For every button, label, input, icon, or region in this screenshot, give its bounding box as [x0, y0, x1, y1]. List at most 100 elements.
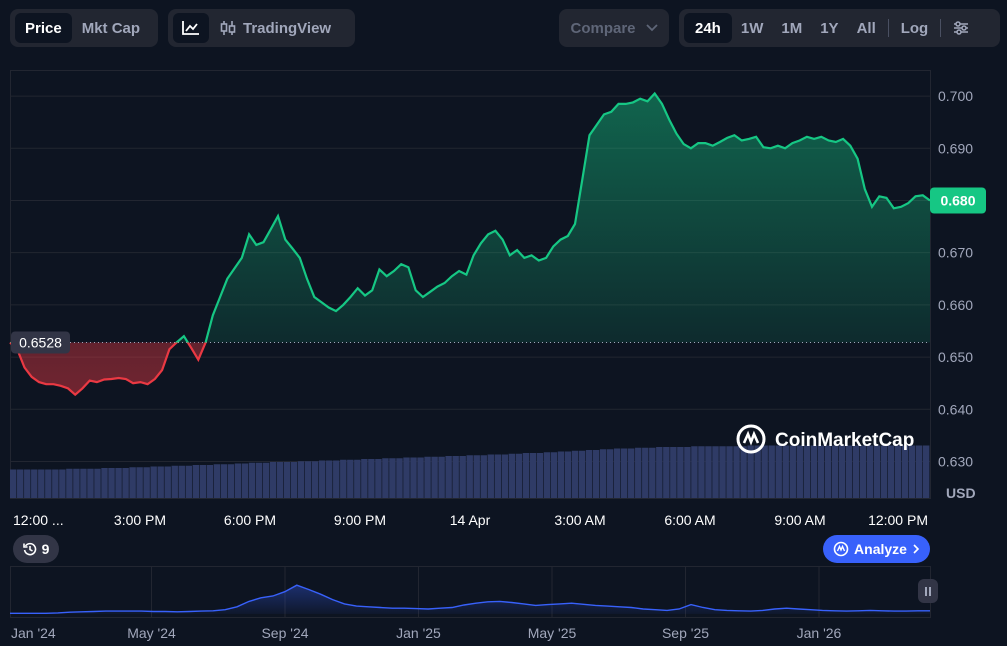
navigator-handle[interactable] [918, 579, 938, 603]
volume-bar [431, 456, 438, 498]
volume-bar [592, 450, 600, 498]
volume-bar [255, 462, 263, 498]
range-all[interactable]: All [856, 19, 876, 37]
y-tick-label: 0.630 [938, 453, 973, 469]
line-chart-button[interactable] [173, 13, 209, 43]
navigator-area [10, 585, 930, 614]
volume-bar [45, 469, 52, 498]
volume-bar [859, 445, 867, 498]
navigator-x-tick-label: Sep '25 [662, 625, 709, 641]
x-tick-label: 6:00 AM [664, 512, 715, 528]
volume-bar [459, 456, 466, 498]
handle-grip [929, 586, 931, 596]
volume-bar [628, 448, 635, 498]
analyze-button[interactable]: Analyze [823, 535, 930, 563]
volume-bar [185, 465, 192, 498]
x-tick-label: 9:00 PM [334, 512, 386, 528]
volume-bar [571, 450, 579, 498]
x-tick-label: 3:00 AM [554, 512, 605, 528]
volume-bar [136, 467, 143, 498]
volume-bar [775, 445, 782, 498]
volume-bar [880, 445, 888, 498]
navigator-x-axis: Jan '24 May '24 Sep '24 Jan '25 May '25 Sep '… [11, 625, 842, 641]
y-tick-label: 0.660 [938, 297, 973, 313]
volume-bar [129, 467, 136, 498]
navigator-x-tick-label: May '24 [127, 625, 176, 641]
volume-bar [838, 445, 846, 498]
cmc-ai-icon [833, 541, 849, 557]
volume-bar [347, 459, 354, 498]
volume-bar [368, 459, 375, 498]
volume-bar [234, 463, 242, 498]
volume-bar [311, 461, 319, 498]
mktcap-tab[interactable]: Mkt Cap [81, 19, 141, 37]
y-tick-label: 0.640 [938, 401, 973, 417]
navigator-line [10, 584, 930, 614]
volume-bar [59, 469, 66, 498]
volume-bar [557, 451, 565, 498]
volume-bar [80, 468, 87, 498]
history-button[interactable]: 9 [13, 535, 59, 563]
volume-bar [424, 456, 431, 498]
volume-bars [10, 445, 930, 498]
volume-bar [297, 461, 305, 498]
baseline-badge: 0.6528 [11, 331, 70, 354]
volume-bar [38, 469, 45, 498]
price-chart[interactable]: CoinMarketCap 0.6528 0.700 0.690 0.680 0.67… [0, 0, 1007, 540]
chart-type-toggle: Price Mkt Cap [10, 9, 158, 47]
range-1w[interactable]: 1W [740, 19, 764, 37]
toolbar-divider [940, 19, 942, 37]
range-1y[interactable]: 1Y [820, 19, 839, 37]
baseline-label: 0.6528 [19, 334, 62, 350]
volume-bar [656, 447, 663, 498]
volume-bar [389, 458, 396, 498]
candlestick-icon [220, 21, 236, 35]
area-below-baseline [10, 342, 930, 395]
y-tick-label: 0.690 [938, 140, 973, 156]
volume-bar [508, 453, 516, 498]
settings-button[interactable] [944, 13, 978, 43]
volume-bar [515, 453, 523, 498]
time-range-selector: 24h 1W 1M 1Y All Log [679, 9, 1000, 47]
range-1m[interactable]: 1M [781, 19, 803, 37]
volume-bar [761, 445, 768, 498]
toolbar-divider [887, 19, 889, 37]
volume-bar [915, 445, 923, 498]
volume-bar [754, 445, 761, 498]
volume-bar [87, 468, 94, 498]
volume-bar [375, 459, 382, 498]
volume-bar [480, 455, 487, 498]
history-icon [22, 542, 36, 556]
compare-dropdown[interactable]: Compare [559, 9, 669, 47]
volume-bar [122, 468, 129, 498]
volume-bar [452, 456, 459, 498]
range-24h[interactable]: 24h [684, 13, 732, 43]
range-navigator[interactable]: Jan '24 May '24 Sep '24 Jan '25 May '25 Sep '… [0, 566, 1007, 646]
volume-bar [901, 445, 909, 498]
volume-bar [290, 462, 298, 498]
volume-bar [410, 457, 417, 498]
chevron-down-icon [645, 24, 658, 32]
x-axis: 12:00 ... 3:00 PM 6:00 PM 9:00 PM 14 Apr 3:00… [13, 512, 928, 528]
volume-bar [94, 468, 101, 498]
line-chart-icon [182, 21, 199, 35]
y-tick-label: 0.650 [938, 349, 973, 365]
volume-bar [10, 469, 17, 498]
y-axis: 0.700 0.690 0.680 0.670 0.660 0.650 0.640 0.630 [938, 88, 973, 469]
volume-bar [227, 464, 235, 498]
volume-bar [66, 468, 73, 498]
log-scale-button[interactable]: Log [900, 19, 929, 37]
price-line-down [9, 342, 207, 397]
tradingview-button[interactable]: TradingView [209, 13, 341, 43]
volume-bar [691, 446, 698, 498]
volume-bar [922, 445, 930, 498]
volume-bar [522, 453, 530, 498]
volume-bar [719, 446, 726, 498]
navigator-x-tick-label: Jan '24 [11, 625, 56, 641]
x-tick-label: 9:00 AM [774, 512, 825, 528]
price-tab[interactable]: Price [15, 13, 72, 43]
volume-bar [333, 460, 340, 498]
volume-bar [866, 445, 874, 498]
sliders-icon [954, 21, 969, 35]
volume-bar [326, 460, 333, 498]
